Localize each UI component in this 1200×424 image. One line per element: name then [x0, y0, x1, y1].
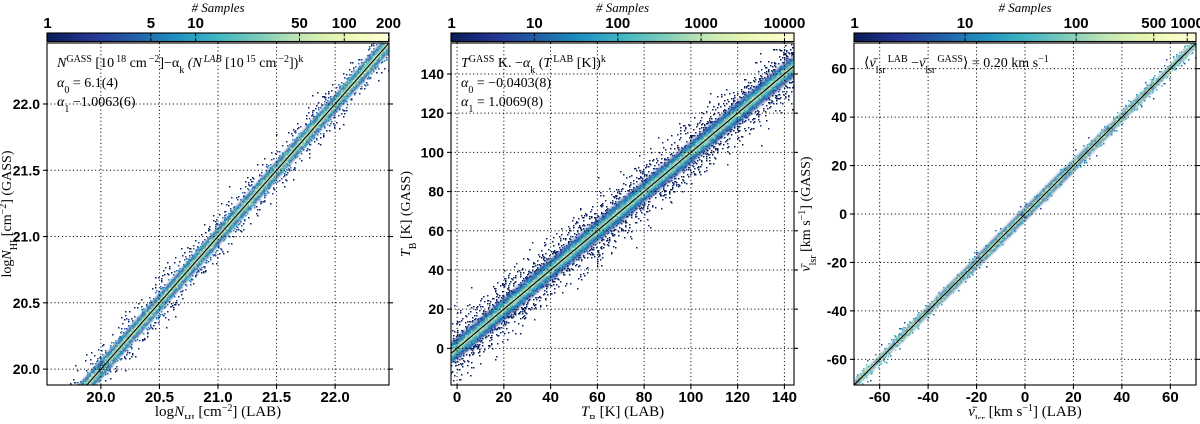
svg-text:-40: -40 — [917, 389, 939, 406]
svg-text:# Samples: # Samples — [191, 0, 244, 15]
svg-text:1000: 1000 — [1171, 15, 1200, 32]
svg-text:0: 0 — [839, 206, 847, 222]
svg-text:logNHI [cm−2] (LAB): logNHI [cm−2] (LAB) — [155, 403, 281, 420]
svg-text:1: 1 — [447, 15, 455, 32]
svg-text:10: 10 — [957, 15, 974, 32]
svg-text:1: 1 — [850, 15, 858, 32]
svg-text:22.0: 22.0 — [321, 389, 350, 406]
svg-text:10: 10 — [187, 15, 204, 32]
svg-text:120: 120 — [421, 105, 445, 121]
svg-text:20: 20 — [831, 158, 847, 174]
svg-text:20.0: 20.0 — [86, 389, 115, 406]
svg-text:100: 100 — [605, 15, 630, 32]
svg-text:1: 1 — [43, 15, 51, 32]
svg-text:-60: -60 — [827, 351, 847, 367]
svg-text:10: 10 — [526, 15, 543, 32]
svg-text:40: 40 — [1114, 389, 1131, 406]
svg-text:# Samples: # Samples — [998, 0, 1051, 15]
svg-text:100: 100 — [332, 15, 357, 32]
svg-text:22.0: 22.0 — [13, 96, 40, 112]
svg-text:80: 80 — [428, 184, 444, 200]
svg-text:40: 40 — [542, 389, 559, 406]
svg-text:0: 0 — [436, 340, 444, 356]
svg-text:200: 200 — [376, 15, 401, 32]
svg-text:-20: -20 — [827, 254, 847, 270]
svg-text:40: 40 — [831, 109, 847, 125]
svg-text:20.5: 20.5 — [13, 295, 40, 311]
svg-text:-60: -60 — [869, 389, 891, 406]
svg-text:140: 140 — [421, 66, 445, 82]
svg-text:60: 60 — [831, 61, 847, 77]
svg-text:60: 60 — [1162, 389, 1179, 406]
svg-text:100: 100 — [421, 144, 445, 160]
svg-text:0: 0 — [453, 389, 461, 406]
svg-text:100: 100 — [1064, 15, 1089, 32]
svg-text:1000: 1000 — [684, 15, 717, 32]
svg-text:500: 500 — [1141, 15, 1166, 32]
svg-text:100: 100 — [678, 389, 703, 406]
svg-text:10000: 10000 — [764, 15, 806, 32]
svg-text:21.5: 21.5 — [13, 162, 40, 178]
svg-text:20: 20 — [495, 389, 512, 406]
svg-text:40: 40 — [428, 262, 444, 278]
svg-text:60: 60 — [428, 223, 444, 239]
svg-text:120: 120 — [725, 389, 750, 406]
svg-text:20: 20 — [428, 301, 444, 317]
svg-text:140: 140 — [772, 389, 797, 406]
svg-text:50: 50 — [291, 15, 308, 32]
svg-text:-40: -40 — [827, 303, 847, 319]
svg-text:# Samples: # Samples — [596, 0, 649, 15]
svg-text:5: 5 — [147, 15, 155, 32]
svg-text:20.0: 20.0 — [13, 361, 40, 377]
